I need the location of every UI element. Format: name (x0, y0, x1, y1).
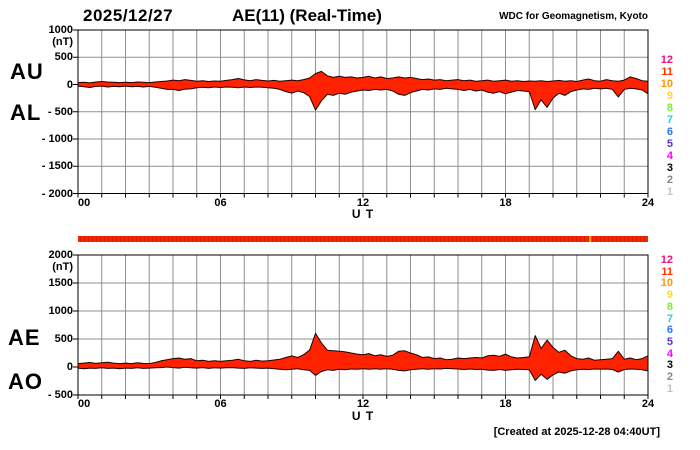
station-count-6: 6 (666, 324, 673, 337)
x-tick-label: 24 (641, 398, 655, 410)
station-count-3: 3 (666, 359, 673, 372)
unit-label-top: (nT) (52, 36, 73, 48)
data-availability-bar (78, 236, 648, 242)
wdc-credit: WDC for Geomagnetism, Kyoto (499, 11, 648, 22)
x-tick-label: 06 (214, 398, 227, 410)
station-count-4: 4 (666, 150, 673, 162)
station-count-7: 7 (666, 114, 673, 126)
y-tick-label: - 500 (47, 105, 73, 118)
x-tick-label: 00 (78, 398, 91, 410)
x-tick-label: 12 (356, 196, 370, 209)
station-count-12: 12 (660, 54, 673, 66)
y-tick-label: 1000 (48, 24, 73, 36)
station-count-5: 5 (666, 335, 673, 348)
station-count-11: 11 (661, 265, 673, 278)
station-count-10: 10 (660, 277, 673, 290)
x-tick-label: 00 (78, 196, 91, 209)
station-count-2: 2 (666, 371, 673, 383)
series-label-ae: AE (8, 325, 41, 350)
station-count-3: 3 (666, 162, 673, 174)
station-count-8: 8 (666, 300, 673, 313)
station-count-12: 12 (660, 254, 673, 266)
y-tick-label: 1000 (48, 305, 73, 317)
station-count-8: 8 (666, 102, 673, 114)
panel-AE-AO (73, 254, 649, 399)
station-count-2: 2 (666, 174, 673, 186)
series-label-au: AU (10, 59, 44, 84)
series-label-ao: AO (8, 369, 43, 394)
station-count-1: 1 (666, 382, 673, 395)
y-tick-label: - 500 (47, 389, 73, 401)
availability-marker (589, 236, 592, 242)
x-tick-label: 18 (499, 398, 512, 410)
y-tick-label: - 2000 (41, 187, 73, 200)
x-tick-label: 18 (499, 196, 512, 209)
created-timestamp: [Created at 2025-12-28 04:40UT] (493, 426, 660, 438)
y-tick-label: 500 (54, 51, 73, 64)
station-count-1: 1 (666, 186, 673, 198)
plot-title: AE(11) (Real-Time) (232, 6, 382, 25)
y-tick-label: 0 (66, 78, 73, 91)
station-count-6: 6 (666, 126, 673, 138)
station-count-10: 10 (660, 78, 673, 90)
x-tick-label: 12 (356, 398, 370, 410)
station-count-5: 5 (666, 138, 673, 150)
y-tick-label: 500 (54, 333, 73, 345)
station-count-4: 4 (666, 347, 673, 360)
station-count-9: 9 (666, 90, 673, 102)
y-tick-label: 1500 (48, 277, 73, 289)
y-tick-label: - 1500 (41, 160, 73, 173)
x-axis-title-bottom: U T (351, 409, 375, 423)
unit-label-bottom: (nT) (52, 261, 73, 273)
y-tick-label: 0 (66, 361, 73, 373)
station-count-11: 11 (661, 66, 673, 78)
x-tick-label: 24 (641, 196, 655, 209)
series-label-al: AL (10, 100, 42, 125)
x-axis-title-top: U T (351, 207, 375, 221)
station-count-7: 7 (666, 312, 673, 325)
x-tick-label: 06 (214, 196, 227, 209)
y-tick-label: 2000 (48, 249, 73, 261)
panel-AU-AL (73, 29, 649, 198)
plot-date: 2025/12/27 (83, 6, 174, 25)
y-tick-label: - 1000 (41, 133, 73, 145)
station-count-9: 9 (666, 289, 673, 302)
